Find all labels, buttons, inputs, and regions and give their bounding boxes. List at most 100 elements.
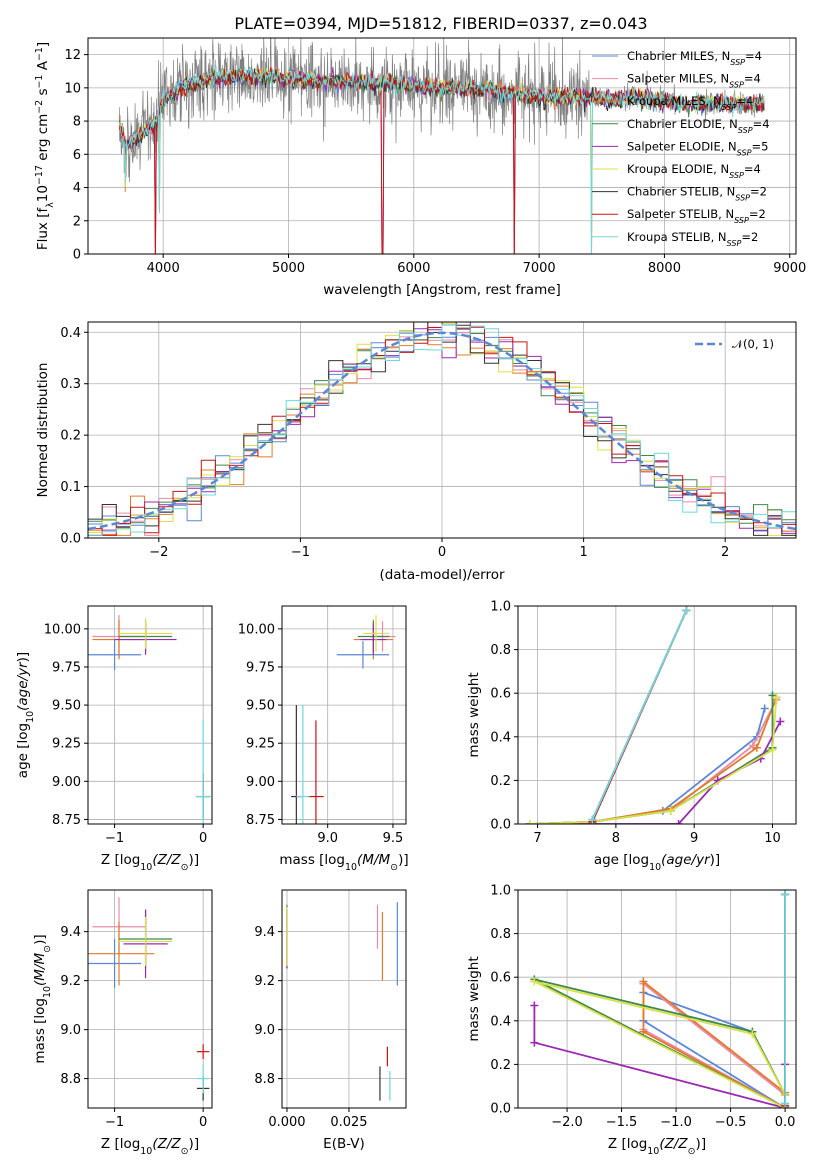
y-tick-label: 9.75 [52,660,81,675]
x-axis-label: Z [log10(Z/Z⊙)] [101,852,199,873]
series-marker [525,820,534,824]
x-tick-label: −2 [149,545,168,560]
series [781,890,790,1108]
y-axis-label: Normed distribution [35,363,51,498]
series-marker [639,977,648,986]
x-tick-label: −0.5 [715,1115,747,1130]
y-tick-label: 8.75 [246,813,275,828]
x-tick-label: −1 [105,1115,124,1130]
y-tick-label: 0.0 [490,818,511,833]
y-tick-label: 8.8 [254,1072,275,1087]
y-tick-label: 9.50 [246,699,275,714]
series [530,1001,790,1108]
y-tick-label: 0.6 [490,971,511,986]
series-marker [772,693,781,702]
x-tick-label: 7 [533,831,541,846]
spectrum-chart: 4000 5000 6000 7000 8000 9000 0 2 4 6 8 10 12 [64,37,806,276]
series [525,693,781,824]
x-tick-label: −1.5 [606,1115,638,1130]
series [588,606,691,824]
spectrum-legend: Chabrier MILES, NSSP=4 Salpeter MILES, NS… [592,49,770,247]
axes-frame [517,605,797,825]
series [525,695,781,824]
plot-area [88,322,796,536]
legend-label: Kroupa ELODIE, NSSP=4 [627,162,761,180]
y-tick-label: 0.6 [490,687,511,702]
x-axis-label: Z [log10(Z/Z⊙)] [608,1136,706,1157]
legend-label: Kroupa MILES, NSSP=4 [627,94,753,112]
errorbar-point [88,938,142,988]
series-marker [752,743,761,752]
plot-area [88,615,211,824]
y-tick-label: 8 [73,115,81,130]
y-tick-label: 12 [64,48,81,63]
axes-frame [281,889,407,1109]
y-tick-label: 10.00 [238,622,275,637]
y-tick-label: 9.00 [52,775,81,790]
y-tick-label: 8.8 [60,1072,81,1087]
x-tick-label: 8000 [648,261,681,276]
y-tick-label: 0.0 [60,532,81,547]
plot-area [286,902,398,1101]
y-tick-label: 1.0 [490,884,511,899]
x-tick-label: 0 [199,831,207,846]
mass-vs-z-chart: −1 0 8.8 9.0 9.2 9.4 [60,889,213,1130]
axes-frame [281,605,407,825]
errorbar-point [88,639,142,671]
axes-frame [87,889,213,1109]
series-line [533,980,786,1108]
mass-weight-vs-age-chart: 7 8 9 10 0.0 0.2 0.4 0.6 0.8 1.0 [490,600,797,846]
y-tick-label: 0.4 [490,730,511,745]
errorbar-point [308,720,324,824]
mass-vs-ebv-chart: 0.000 0.025 8.8 9.0 9.2 9.4 [254,889,407,1130]
y-tick-label: 9.4 [60,925,81,940]
x-tick-label: −1.0 [660,1115,692,1130]
series-marker [760,704,769,713]
errorbar-point [196,720,211,824]
x-tick-label: 5000 [272,261,305,276]
age-vs-z-chart: −1 0 8.75 9.00 9.25 9.50 9.75 10.00 [44,605,213,846]
plot-area [525,606,785,824]
series [525,704,769,824]
plot-area [88,897,210,1101]
x-tick-label: −1 [291,545,310,560]
series-marker [781,890,790,899]
y-tick-label: 9.4 [254,925,275,940]
errorbar-point [88,921,155,986]
errorbar-point [119,618,173,649]
y-tick-label: 0 [73,248,81,263]
y-tick-label: 0.8 [490,927,511,942]
series-marker [588,815,597,824]
legend-label: Salpeter STELIB, NSSP=2 [627,207,766,225]
y-tick-label: 9.2 [254,974,275,989]
y-tick-label: 9.0 [254,1023,275,1038]
y-tick-label: 4 [73,181,81,196]
legend-label: Chabrier STELIB, NSSP=2 [627,185,767,203]
y-tick-label: 0.2 [490,774,511,789]
figure-title: PLATE=0394, MJD=51812, FIBERID=0337, z=0… [234,14,647,33]
legend-label: Chabrier ELODIE, NSSP=4 [627,117,770,135]
y-tick-label: 0.3 [60,377,81,392]
x-axis-label: E(B-V) [323,1136,365,1152]
x-tick-label: 2 [721,545,729,560]
legend-label: Kroupa STELIB, NSSP=2 [627,230,758,248]
y-tick-label: 9.00 [246,775,275,790]
series-marker [530,977,539,986]
series-marker [768,745,777,754]
y-tick-label: 6 [73,148,81,163]
x-tick-label: 1 [579,545,587,560]
y-tick-label: 0.1 [60,480,81,495]
model-spectrum-line [118,65,765,254]
x-tick-label: −1 [105,831,124,846]
plot-area [118,38,765,254]
y-axis-label: mass weight [466,956,482,1041]
x-tick-label: 10 [764,831,781,846]
errorbar-point [360,624,387,655]
axes-frame [87,605,213,825]
series-marker [530,1038,539,1047]
y-tick-label: 0.2 [60,429,81,444]
legend-label: Salpeter MILES, NSSP=4 [627,72,761,90]
plot-area [530,890,790,1108]
x-tick-label: −2.0 [551,1115,583,1130]
x-tick-label: 0.000 [268,1115,305,1130]
